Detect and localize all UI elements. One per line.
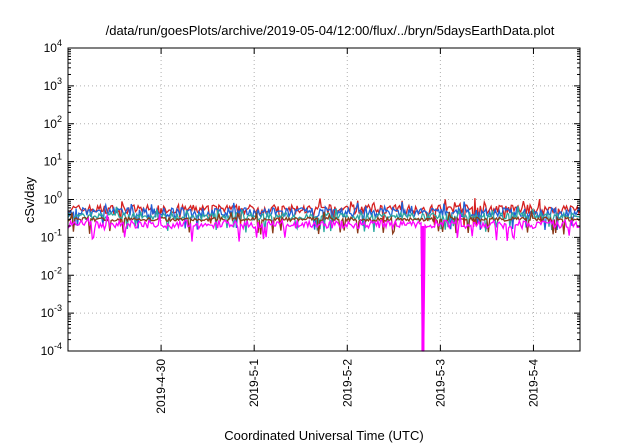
y-tick-label: 100 xyxy=(44,190,62,207)
y-tick-label: 102 xyxy=(44,114,62,131)
y-ticks: 10-4 10-3 10-2 10-1 100 101 102 103 104 xyxy=(41,38,580,358)
series-line xyxy=(67,212,581,352)
y-tick-label: 10-4 xyxy=(41,341,62,358)
y-tick-label: 104 xyxy=(44,38,62,55)
y-axis-label: cSv/day xyxy=(22,176,37,223)
x-tick-label: 2019-4-30 xyxy=(154,359,168,414)
x-tick-label: 2019-5-1 xyxy=(247,359,261,407)
x-tick-label: 2019-5-4 xyxy=(526,359,540,407)
series-group xyxy=(67,198,581,352)
chart-title: /data/run/goesPlots/archive/2019-05-04/1… xyxy=(106,23,555,38)
x-tick-label: 2019-5-2 xyxy=(340,359,354,407)
series-line xyxy=(67,201,581,231)
dropout-spike xyxy=(421,225,425,351)
grid xyxy=(68,48,580,351)
series-line xyxy=(67,210,581,236)
y-tick-label: 101 xyxy=(44,152,62,169)
series-line xyxy=(67,205,581,233)
x-tick-label: 2019-5-3 xyxy=(433,359,447,407)
y-tick-label: 103 xyxy=(44,76,62,93)
y-tick-label: 10-1 xyxy=(41,227,62,244)
y-tick-label: 10-3 xyxy=(41,303,62,320)
x-ticks: 2019-4-30 2019-5-1 2019-5-2 2019-5-3 2019-5-… xyxy=(154,48,540,414)
x-axis-label: Coordinated Universal Time (UTC) xyxy=(224,428,423,443)
y-tick-label: 10-2 xyxy=(41,265,62,282)
